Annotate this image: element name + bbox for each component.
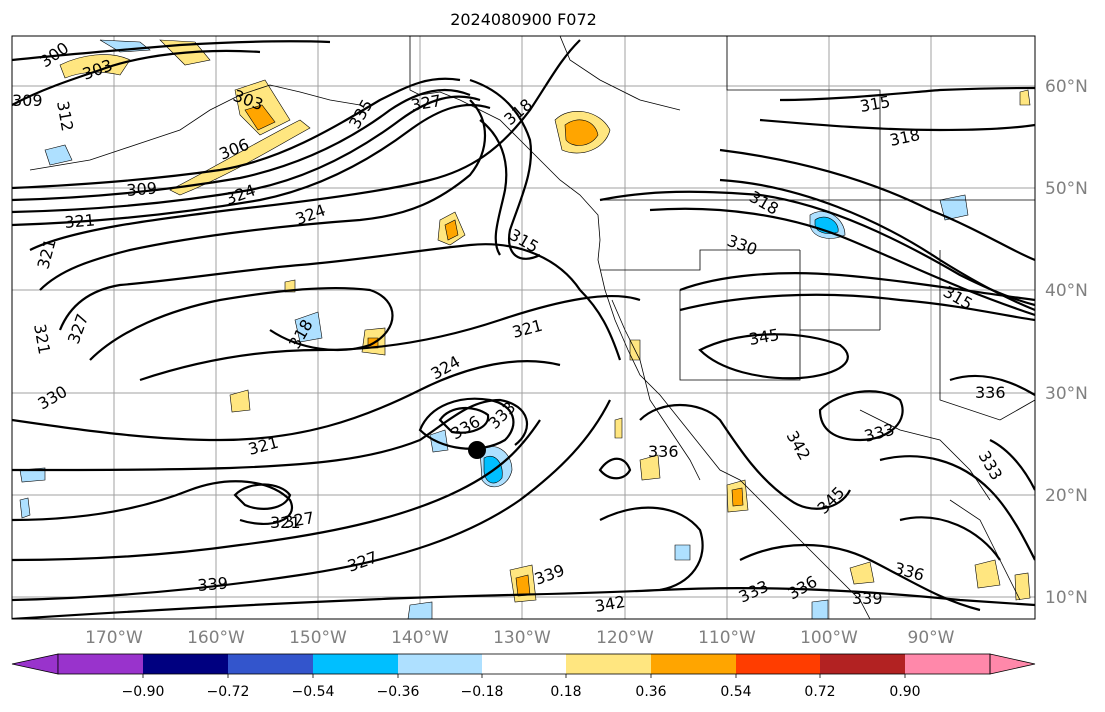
colorbar-segment (313, 654, 398, 674)
colorbar-segment (143, 654, 228, 674)
colorbar-segment (228, 654, 313, 674)
latitude-labels: 60°N 50°N 40°N 30°N 20°N 10°N (1045, 77, 1088, 608)
contour-label: 339 (197, 573, 229, 595)
longitude-labels: 170°W 160°W 150°W 140°W 130°W 120°W 110°… (85, 628, 955, 648)
colorbar-extend-left (11, 653, 59, 675)
colorbar-tick-label: −0.72 (207, 684, 250, 700)
lon-label: 90°W (908, 628, 955, 648)
lat-label: 60°N (1045, 77, 1088, 97)
colorbar-segment (482, 654, 566, 674)
lat-label: 30°N (1045, 384, 1088, 404)
colorbar-tick-label: −0.90 (122, 684, 165, 700)
lon-label: 150°W (289, 628, 347, 648)
colorbar: −0.90 −0.72 −0.54 −0.36 −0.18 0.18 0.36 … (11, 653, 1036, 700)
colorbar-tick-label: −0.54 (292, 684, 335, 700)
contour-label: 321 (270, 513, 301, 532)
contour-label: 309 (126, 178, 158, 200)
colorbar-tick-label: 0.54 (720, 684, 751, 700)
lat-label: 20°N (1045, 486, 1088, 506)
colorbar-tick-label: 0.36 (635, 684, 666, 700)
colorbar-tick-label: −0.18 (461, 684, 504, 700)
colorbar-segment (736, 654, 820, 674)
colorbar-extend-right (989, 653, 1036, 675)
colorbar-segment (820, 654, 905, 674)
contour-label: 321 (64, 210, 96, 232)
lon-label: 140°W (391, 628, 449, 648)
colorbar-segment (651, 654, 736, 674)
lat-label: 10°N (1045, 588, 1088, 608)
map-panel: 300 303 309 312 303 306 309 321 324 335 … (12, 36, 1035, 619)
colorbar-tick-label: 0.90 (889, 684, 920, 700)
map-frame (11, 35, 1036, 620)
colorbar-segment (905, 654, 990, 674)
colorbar-tick-label: 0.72 (804, 684, 835, 700)
colorbar-tick-label: 0.18 (550, 684, 581, 700)
lon-label: 110°W (698, 628, 756, 648)
contour-label: 336 (975, 383, 1006, 402)
lat-label: 40°N (1045, 281, 1088, 301)
lon-label: 100°W (800, 628, 858, 648)
colorbar-segment (566, 654, 651, 674)
lat-label: 50°N (1045, 179, 1088, 199)
contour-label: 339 (852, 589, 883, 608)
map-title: 2024080900 F072 (450, 10, 597, 29)
storm-center-marker (468, 441, 486, 459)
contours (12, 39, 1035, 619)
colorbar-segment (398, 654, 482, 674)
contour-label: 309 (12, 91, 43, 110)
colorbar-tick-label: −0.36 (377, 684, 420, 700)
colorbar-segment (58, 654, 143, 674)
contour-label: 336 (648, 442, 679, 461)
graticule (12, 36, 1035, 619)
lon-label: 170°W (85, 628, 143, 648)
lon-label: 120°W (596, 628, 654, 648)
lon-label: 130°W (493, 628, 551, 648)
coastlines (29, 36, 1035, 619)
lon-label: 160°W (187, 628, 245, 648)
